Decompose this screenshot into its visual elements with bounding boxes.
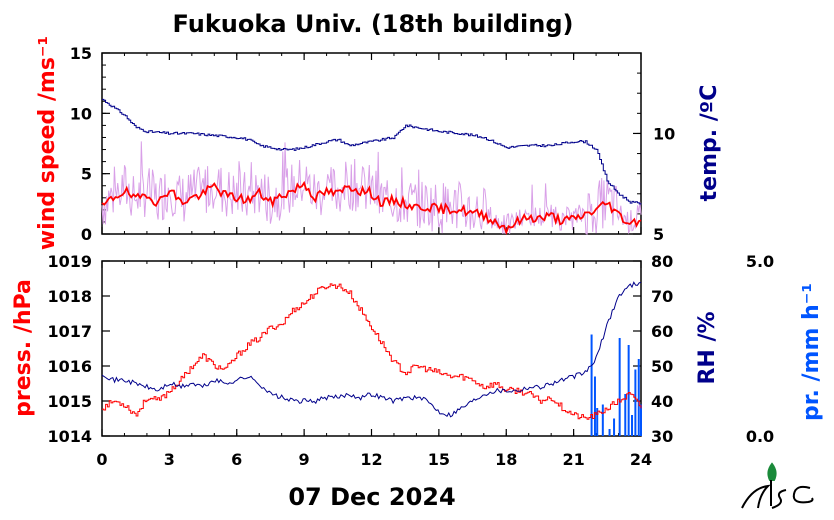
rh-line xyxy=(101,281,642,418)
precip-bar xyxy=(631,415,634,436)
precip-axis-label: pr. /mm h⁻¹ xyxy=(799,283,824,421)
x-tick-label: 9 xyxy=(299,450,310,469)
rh-tick-label: 60 xyxy=(651,322,673,341)
precip-bar xyxy=(627,345,630,436)
x-tick-label: 24 xyxy=(630,450,652,469)
rh-tick-label: 30 xyxy=(651,427,673,446)
x-tick-label: 0 xyxy=(96,450,107,469)
pressure-axis-label: press. /hPa xyxy=(11,279,36,417)
precip-tick-label: 0.0 xyxy=(746,427,774,446)
precip-bar xyxy=(593,376,596,436)
precip-bar xyxy=(637,359,640,436)
wind-raw-line xyxy=(101,141,642,235)
precip-bar xyxy=(596,408,599,436)
x-tick-label: 12 xyxy=(360,450,382,469)
rh-tick-label: 50 xyxy=(651,357,673,376)
wind-tick-label: 15 xyxy=(70,44,92,63)
wind-tick-label: 10 xyxy=(70,104,92,123)
wind-avg-line xyxy=(101,180,642,236)
precip-bar xyxy=(601,404,604,436)
pressure-tick-label: 1017 xyxy=(47,322,92,341)
top-panel-frame xyxy=(101,52,642,235)
top-panel: 0 5 10 15 5 10 wind speed /ms⁻¹ temp. /ºC xyxy=(35,36,722,250)
rh-tick-label: 80 xyxy=(651,252,673,271)
date-label: 07 Dec 2024 xyxy=(288,483,455,511)
chart-title: Fukuoka Univ. (18th building) xyxy=(173,10,574,38)
wind-tick-label: 5 xyxy=(81,165,92,184)
precip-bar xyxy=(640,404,642,436)
precip-bar xyxy=(634,369,637,436)
precip-bar xyxy=(608,429,611,436)
temp-line xyxy=(102,98,642,205)
temp-tick-label: 10 xyxy=(653,124,675,143)
bottom-plot-area xyxy=(101,281,642,436)
university-logo xyxy=(741,462,814,509)
wind-tick-label: 0 xyxy=(81,225,92,244)
precip-tick-label: 5.0 xyxy=(746,252,774,271)
pressure-tick-label: 1014 xyxy=(47,427,92,446)
pressure-tick-label: 1018 xyxy=(47,287,92,306)
pressure-tick-label: 1019 xyxy=(47,252,92,271)
x-tick-label: 6 xyxy=(231,450,242,469)
x-tick-label: 3 xyxy=(164,450,175,469)
top-plot-area xyxy=(101,98,642,236)
precip-bar xyxy=(613,418,616,436)
rh-tick-label: 70 xyxy=(651,287,673,306)
pressure-tick-label: 1015 xyxy=(47,392,92,411)
rh-tick-label: 40 xyxy=(651,392,673,411)
pressure-tick-label: 1016 xyxy=(47,357,92,376)
temp-axis-label: temp. /ºC xyxy=(697,85,722,202)
temp-tick-label: 5 xyxy=(653,225,664,244)
bottom-panel-frame xyxy=(101,260,642,437)
wind-axis-label: wind speed /ms⁻¹ xyxy=(35,36,60,250)
precip-bar xyxy=(618,338,621,436)
pressure-line xyxy=(102,283,642,420)
bottom-ticks: 0 3 6 9 12 15 18 21 24 1014 1015 1016 1017 1018 1019 30… xyxy=(47,252,774,469)
x-tick-label: 21 xyxy=(562,450,584,469)
precip-bar xyxy=(624,394,627,436)
bottom-panel: 0 3 6 9 12 15 18 21 24 1014 1015 1016 1017 1018 1019 30… xyxy=(11,252,824,469)
precip-bar xyxy=(590,334,593,436)
x-tick-label: 18 xyxy=(495,450,517,469)
rh-axis-label: RH /% xyxy=(695,311,720,384)
x-tick-label: 15 xyxy=(428,450,450,469)
